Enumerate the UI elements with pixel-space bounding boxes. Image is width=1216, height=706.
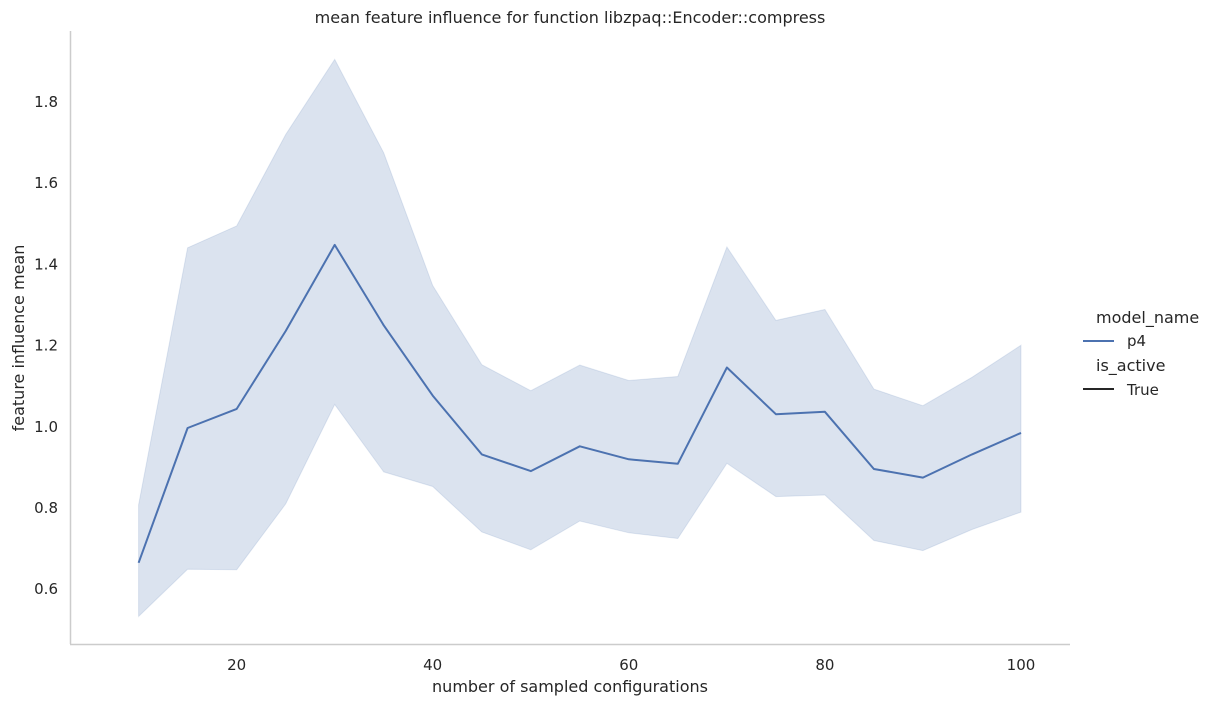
x-tick-label: 20 [227, 656, 246, 674]
chart-title: mean feature influence for function libz… [315, 8, 826, 27]
legend: model_name p4 is_active True [1083, 308, 1199, 399]
legend-hue-title: model_name [1096, 308, 1199, 328]
y-tick-label: 1.4 [34, 255, 58, 273]
y-tick-label: 1.6 [34, 174, 58, 192]
y-tick-label: 1.0 [34, 418, 58, 436]
y-tick-label: 1.8 [34, 93, 58, 111]
confidence-band [138, 58, 1022, 618]
x-tick-label: 40 [423, 656, 442, 674]
y-tick-label: 0.8 [34, 499, 58, 517]
y-tick-labels: 0.6 0.8 1.0 1.2 1.4 1.6 1.8 [34, 93, 58, 598]
plot-area [137, 58, 1022, 618]
x-tick-label: 100 [1007, 656, 1036, 674]
legend-hue-entry: p4 [1127, 332, 1146, 350]
x-tick-label: 80 [815, 656, 834, 674]
series-line-p4 [137, 243, 1022, 564]
y-axis-label: feature influence mean [9, 245, 28, 432]
legend-style-entry: True [1126, 381, 1159, 399]
y-tick-label: 0.6 [34, 580, 58, 598]
legend-style-title: is_active [1096, 356, 1165, 376]
y-tick-label: 1.2 [34, 337, 58, 355]
x-tick-labels: 20 40 60 80 100 [227, 656, 1035, 674]
x-axis-label: number of sampled configurations [432, 677, 708, 696]
x-tick-label: 60 [619, 656, 638, 674]
